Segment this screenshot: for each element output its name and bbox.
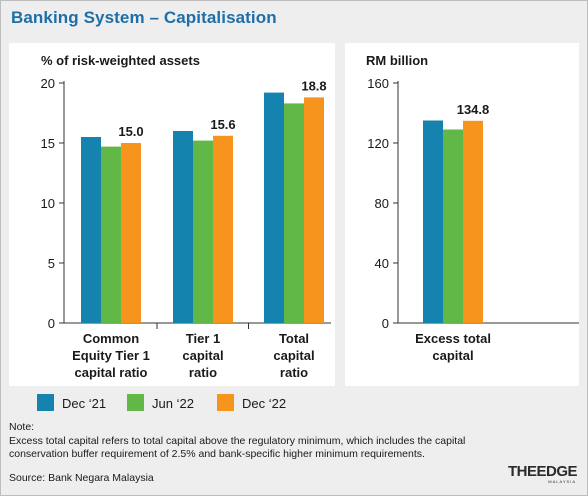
data-label: 15.0 <box>118 124 143 139</box>
brand-logo: THEEDGE MALAYSIA <box>507 463 578 484</box>
y-tick-label: 20 <box>41 76 55 91</box>
y-axis-title: % of risk-weighted assets <box>41 53 200 68</box>
y-tick-label: 120 <box>367 136 389 151</box>
logo-main: THEEDGE <box>507 463 578 480</box>
bar <box>463 120 483 323</box>
y-tick-label: 5 <box>48 256 55 271</box>
x-category-label: Tier 1 <box>186 331 220 346</box>
x-category-label: capital <box>182 348 223 363</box>
note-heading: Note: <box>9 421 35 433</box>
data-label: 18.8 <box>301 78 326 93</box>
legend-swatch <box>127 394 144 411</box>
data-label: 15.6 <box>210 117 235 132</box>
note-text: Excess total capital refers to total cap… <box>9 434 466 461</box>
bar <box>213 135 233 323</box>
bar <box>121 143 141 323</box>
y-tick-label: 80 <box>375 196 389 211</box>
bar <box>264 92 284 323</box>
legend-swatch <box>37 394 54 411</box>
x-category-label: Total <box>279 331 309 346</box>
x-category-label: ratio <box>189 365 217 380</box>
legend-label: Jun ‘22 <box>152 396 194 411</box>
bar <box>304 97 324 324</box>
bar <box>423 120 443 323</box>
legend-swatch <box>217 394 234 411</box>
legend-label: Dec ‘21 <box>62 396 106 411</box>
x-category-label: Common <box>83 331 139 346</box>
x-category-label: Excess total <box>415 331 491 346</box>
y-tick-label: 15 <box>41 136 55 151</box>
x-category-label: capital <box>432 348 473 363</box>
bar <box>193 140 213 323</box>
y-tick-label: 40 <box>375 256 389 271</box>
y-tick-label: 160 <box>367 76 389 91</box>
bar <box>284 103 304 324</box>
y-axis-title: RM billion <box>366 53 428 68</box>
y-tick-label: 0 <box>382 316 389 331</box>
x-category-label: capital <box>273 348 314 363</box>
bar <box>81 137 101 323</box>
charts-svg: % of risk-weighted assets 0 5 10 15 20 15.0 Com… <box>9 43 579 411</box>
y-tick-label: 0 <box>48 316 55 331</box>
bar <box>173 131 193 323</box>
x-category-label: Equity Tier 1 <box>72 348 150 363</box>
bar <box>443 129 463 323</box>
note-block: Note: Excess total capital refers to tot… <box>9 421 509 462</box>
x-category-label: ratio <box>280 365 308 380</box>
data-label: 134.8 <box>457 102 490 117</box>
source-text: Source: Bank Negara Malaysia <box>9 472 154 484</box>
y-tick-label: 10 <box>41 196 55 211</box>
legend-label: Dec ‘22 <box>242 396 286 411</box>
chart-title: Banking System – Capitalisation <box>11 8 277 27</box>
x-category-label: capital ratio <box>75 365 148 380</box>
bar <box>101 146 121 323</box>
logo-sub: MALAYSIA <box>548 479 576 484</box>
